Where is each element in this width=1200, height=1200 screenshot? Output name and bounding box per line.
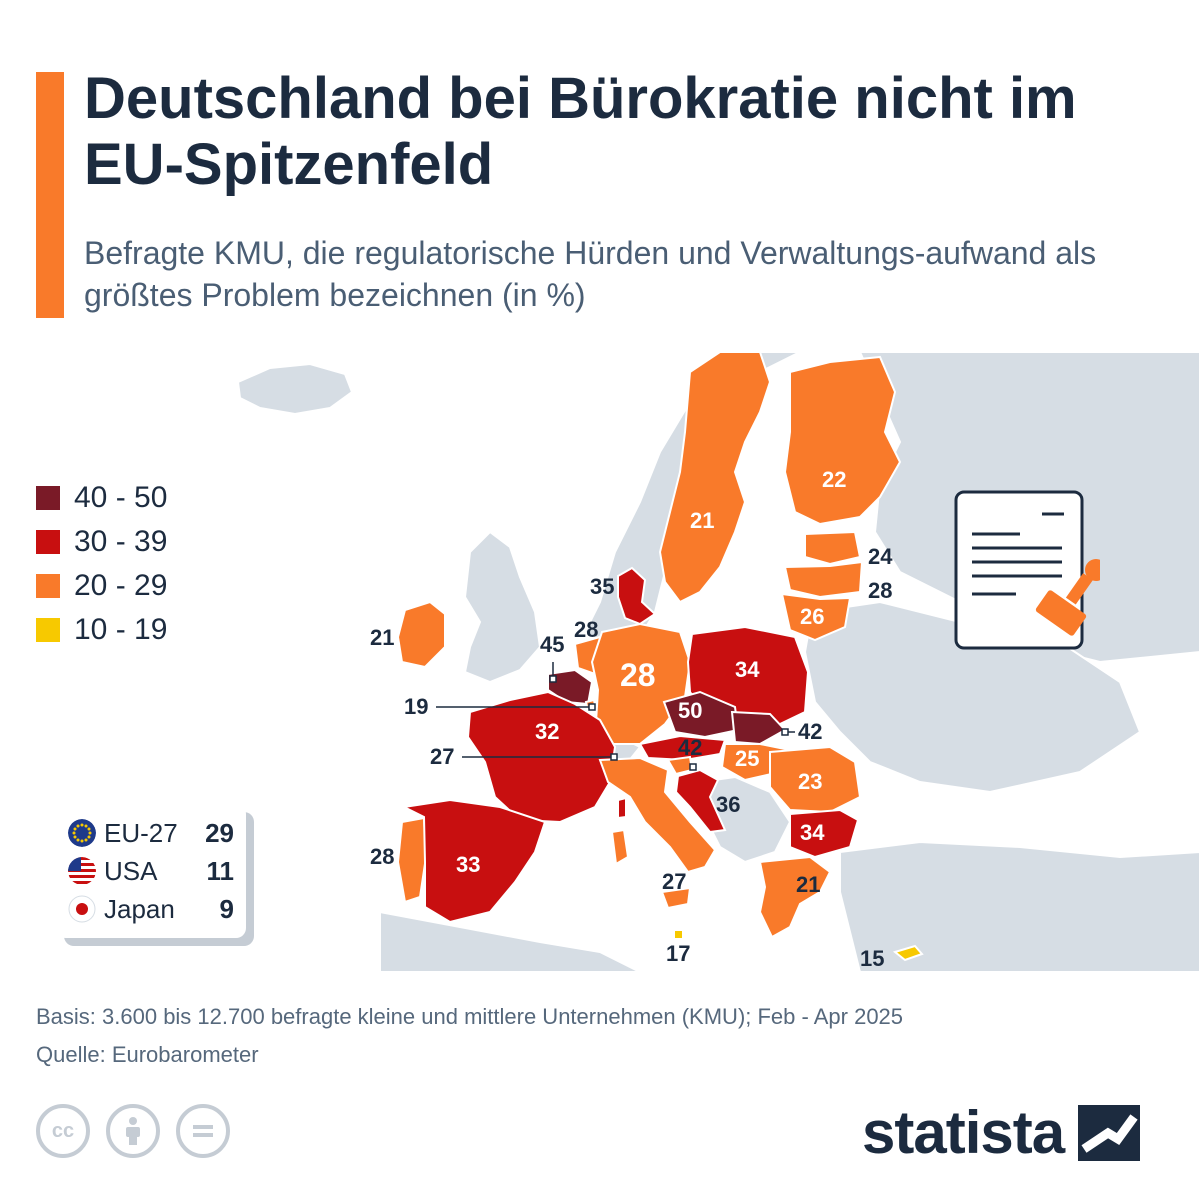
greece-value: 21	[796, 872, 820, 897]
benchmark-value: 29	[205, 817, 234, 848]
finland-value: 22	[822, 467, 846, 492]
legend-swatch	[36, 618, 60, 642]
austria-shape	[638, 734, 727, 762]
denmark-value: 35	[590, 574, 614, 599]
denmark-shape	[617, 566, 657, 626]
germany-shape	[590, 622, 692, 745]
corsica-shape	[617, 796, 627, 820]
iceland-shape	[236, 362, 354, 416]
ireland-shape	[396, 600, 446, 669]
germany-value: 28	[620, 657, 656, 693]
legend-label: 20 - 29	[74, 569, 168, 602]
sweden-shape	[658, 352, 772, 604]
luxembourg-value: 19	[404, 694, 428, 719]
japan-flag-icon	[68, 895, 96, 923]
ireland-value: 21	[370, 625, 394, 650]
source-note: Quelle: Eurobarometer	[36, 1042, 259, 1067]
document-stamp-icon	[954, 490, 1100, 650]
benchmark-name: Japan	[104, 893, 175, 924]
benchmark-value: 11	[206, 855, 235, 886]
estonia-value: 24	[868, 544, 893, 569]
color-legend: 40 - 50 30 - 39 20 - 29 10 - 19	[36, 476, 167, 652]
brand-wordmark: statista	[862, 1099, 1065, 1166]
cc-icon[interactable]: cc	[36, 1104, 90, 1158]
page-title: Deutschland bei Bürokratie nicht im EU-S…	[84, 66, 1077, 197]
romania-shape	[769, 745, 862, 814]
benchmark-name: EU-27	[104, 817, 178, 848]
legend-item: 20 - 29	[36, 564, 167, 608]
north-africa-shape	[379, 910, 641, 973]
czechia-value: 50	[678, 698, 702, 723]
malta-value: 17	[666, 941, 690, 966]
sardinia-shape	[610, 828, 630, 866]
austria-value: 42	[678, 735, 702, 760]
attribution-icon[interactable]	[106, 1104, 160, 1158]
europe-map: 22 21 24 28 26 35 21 28 45 19 28 34 50 4…	[236, 352, 1200, 973]
greece-shape	[758, 855, 832, 939]
accent-bar	[36, 72, 64, 318]
legend-swatch	[36, 530, 60, 554]
no-derivatives-icon[interactable]	[176, 1104, 230, 1158]
poland-value: 34	[735, 657, 760, 682]
legend-item: 10 - 19	[36, 608, 167, 652]
benchmark-row: EU-27 29	[68, 814, 234, 852]
legend-swatch	[36, 574, 60, 598]
italy-value: 27	[662, 869, 686, 894]
croatia-shape	[674, 768, 727, 834]
finland-shape	[783, 355, 902, 526]
basis-note: Basis: 3.600 bis 12.700 befragte kleine …	[36, 1004, 904, 1029]
latvia-value: 28	[868, 578, 892, 603]
turkey-shape	[839, 840, 1200, 973]
benchmark-box: EU-27 29 USA 11 Japan 9	[56, 804, 246, 938]
portugal-shape	[396, 816, 428, 904]
bulgaria-value: 34	[800, 820, 825, 845]
hungary-value: 25	[735, 746, 759, 771]
uk-shape	[463, 530, 542, 684]
sweden-value: 21	[690, 508, 714, 533]
eu-countries	[396, 352, 924, 962]
italy-shape	[598, 756, 717, 874]
slovenia-value: 27	[430, 744, 454, 769]
cyprus-value: 15	[860, 946, 884, 971]
value-labels: 22 21 24 28 26 35 21 28 45 19 28 34 50 4…	[370, 467, 893, 971]
belgium-value: 45	[540, 632, 564, 657]
legend-label: 10 - 19	[74, 613, 168, 646]
benchmark-name: USA	[104, 855, 158, 886]
statista-mark-icon	[1078, 1104, 1141, 1161]
sicily-shape	[660, 886, 692, 910]
lithuania-value: 26	[800, 604, 824, 629]
spain-shape	[400, 798, 547, 924]
legend-item: 30 - 39	[36, 520, 167, 564]
legend-item: 40 - 50	[36, 476, 167, 520]
license-icons: cc	[36, 1104, 230, 1158]
slovakia-shape	[730, 710, 787, 746]
lithuania-shape	[780, 592, 852, 642]
latvia-shape	[783, 560, 864, 599]
legend-label: 30 - 39	[74, 525, 168, 558]
eu-flag-icon	[68, 819, 96, 847]
statista-logo[interactable]: statista	[862, 1098, 1141, 1167]
benchmark-row: Japan 9	[68, 890, 234, 928]
benchmark-value: 9	[219, 893, 234, 924]
spain-value: 33	[456, 852, 480, 877]
benchmark-row: USA 11	[68, 852, 234, 890]
romania-value: 23	[798, 769, 822, 794]
estonia-shape	[804, 530, 862, 566]
us-flag-icon	[68, 857, 96, 885]
netherlands-value: 28	[574, 617, 598, 642]
portugal-value: 28	[370, 844, 394, 869]
france-value: 32	[535, 719, 559, 744]
croatia-value: 36	[716, 792, 740, 817]
slovakia-value: 42	[798, 719, 822, 744]
cyprus-shape	[892, 944, 924, 962]
legend-swatch	[36, 486, 60, 510]
page-subtitle: Befragte KMU, die regulatorische Hürden …	[84, 235, 1097, 313]
bulgaria-shape	[789, 808, 860, 859]
legend-label: 40 - 50	[74, 481, 168, 514]
leader-markers	[549, 675, 789, 771]
malta-shape	[673, 929, 684, 940]
